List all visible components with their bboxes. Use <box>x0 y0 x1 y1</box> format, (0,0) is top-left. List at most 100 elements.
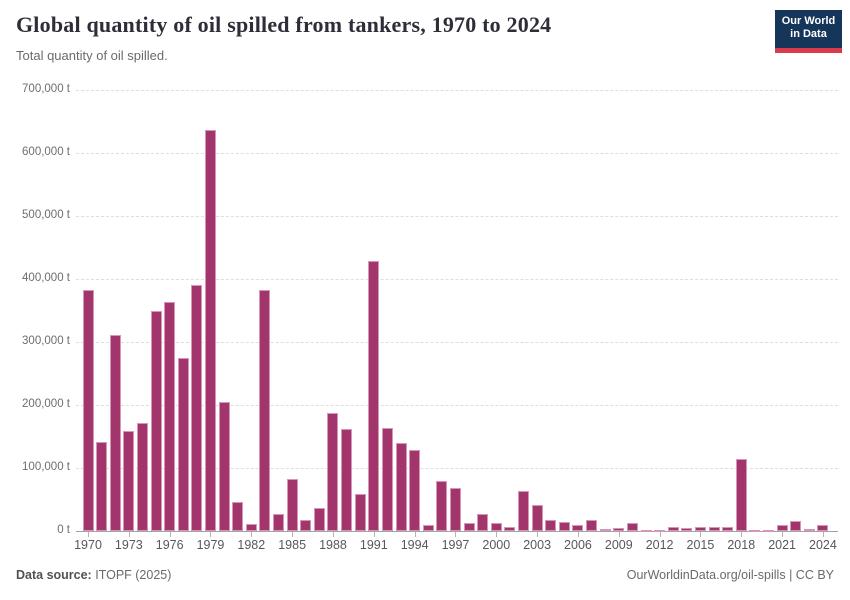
y-axis-label-200000: 200,000 t <box>22 398 70 410</box>
bar-1994[interactable] <box>409 450 421 531</box>
bar-1990[interactable] <box>354 493 366 531</box>
bar-1996[interactable] <box>436 481 448 531</box>
bar-2008[interactable] <box>599 529 611 532</box>
bar-1970[interactable] <box>82 289 94 531</box>
bar-1997[interactable] <box>449 487 461 531</box>
x-axis-label-1970: 1970 <box>74 538 102 552</box>
bar-1976[interactable] <box>164 302 176 531</box>
x-tick-2006 <box>577 532 579 537</box>
x-tick-1979 <box>210 532 212 537</box>
x-axis-label-1979: 1979 <box>196 538 225 552</box>
bar-1989[interactable] <box>341 428 353 531</box>
bar-1985[interactable] <box>286 478 298 531</box>
bar-2013[interactable] <box>667 527 679 531</box>
bar-1975[interactable] <box>150 310 162 531</box>
bar-2023[interactable] <box>803 529 815 532</box>
bar-2006[interactable] <box>572 524 584 531</box>
bar-1979[interactable] <box>204 130 216 531</box>
bar-1980[interactable] <box>218 401 230 531</box>
bar-1972[interactable] <box>109 335 121 531</box>
bar-2019[interactable] <box>749 530 761 533</box>
x-tick-1970 <box>88 532 89 537</box>
x-tick-1985 <box>292 532 294 537</box>
x-axis-label-2009: 2009 <box>604 538 633 552</box>
bar-1986[interactable] <box>300 519 312 531</box>
bar-1988[interactable] <box>327 413 339 531</box>
x-axis-label-1973: 1973 <box>114 538 143 552</box>
y-axis-label-0: 0 t <box>57 524 70 536</box>
gridline-300000 <box>76 342 838 343</box>
data-source-value: ITOPF (2025) <box>95 568 172 582</box>
bar-2014[interactable] <box>681 528 693 531</box>
x-tick-1994 <box>414 532 416 537</box>
y-axis-label-500000: 500,000 t <box>22 209 70 221</box>
owid-logo-text: Our World in Data <box>781 15 836 40</box>
bar-1978[interactable] <box>191 284 203 531</box>
bar-2022[interactable] <box>790 520 802 531</box>
bar-2024[interactable] <box>817 524 829 531</box>
bar-1991[interactable] <box>368 260 380 531</box>
attribution: OurWorldinData.org/oil-spills | CC BY <box>627 568 834 582</box>
bar-2003[interactable] <box>531 504 543 531</box>
x-axis-label-1991: 1991 <box>359 538 388 552</box>
chart-footer: Data source: ITOPF (2025) OurWorldinData… <box>0 566 850 590</box>
x-tick-1988 <box>332 532 334 537</box>
x-tick-2000 <box>496 532 498 537</box>
bar-2002[interactable] <box>518 490 530 531</box>
bar-1982[interactable] <box>245 524 257 531</box>
bar-2007[interactable] <box>586 520 598 531</box>
gridline-500000 <box>76 216 838 217</box>
x-tick-2018 <box>741 532 743 537</box>
bar-2015[interactable] <box>694 527 706 531</box>
bar-2010[interactable] <box>626 523 638 531</box>
bar-2020[interactable] <box>763 530 774 533</box>
gridline-600000 <box>76 153 838 154</box>
bar-2001[interactable] <box>504 526 516 531</box>
bar-2009[interactable] <box>613 527 625 531</box>
x-tick-1973 <box>128 532 130 537</box>
x-axis-label-2000: 2000 <box>482 538 511 552</box>
bar-2004[interactable] <box>545 520 557 531</box>
gridline-0 <box>76 531 838 532</box>
bar-1984[interactable] <box>273 513 285 531</box>
y-axis-label-300000: 300,000 t <box>22 335 70 347</box>
owid-url-link[interactable]: OurWorldinData.org/oil-spills <box>626 568 786 582</box>
bar-2011[interactable] <box>640 529 652 532</box>
x-axis-label-2015: 2015 <box>686 538 715 552</box>
x-axis-label-1994: 1994 <box>400 538 429 552</box>
bar-2018[interactable] <box>735 459 747 531</box>
gridline-200000 <box>76 405 838 406</box>
bar-1974[interactable] <box>136 422 148 531</box>
bar-1995[interactable] <box>422 524 434 531</box>
page-title: Global quantity of oil spilled from tank… <box>16 12 552 37</box>
y-axis-label-400000: 400,000 t <box>22 272 70 284</box>
bar-2005[interactable] <box>558 521 570 531</box>
bar-1993[interactable] <box>395 443 407 531</box>
x-tick-1991 <box>373 532 375 537</box>
owid-logo[interactable]: Our World in Data <box>775 10 842 53</box>
gridline-100000 <box>76 468 838 469</box>
bar-2000[interactable] <box>490 522 502 531</box>
bar-1983[interactable] <box>259 290 271 531</box>
bar-1977[interactable] <box>177 358 189 531</box>
data-source: Data source: ITOPF (2025) <box>16 568 171 582</box>
bar-1998[interactable] <box>463 523 475 531</box>
bar-1973[interactable] <box>123 431 135 531</box>
x-axis-label-2003: 2003 <box>523 538 552 552</box>
bar-1971[interactable] <box>96 441 108 531</box>
x-axis-label-2006: 2006 <box>564 538 592 552</box>
bar-2012[interactable] <box>654 530 666 533</box>
chart-subtitle: Total quantity of oil spilled. <box>16 48 168 63</box>
x-tick-2012 <box>659 532 661 537</box>
gridline-400000 <box>76 279 838 280</box>
bar-1981[interactable] <box>232 502 244 531</box>
bar-2016[interactable] <box>708 527 720 531</box>
bar-1987[interactable] <box>313 508 325 531</box>
bar-1999[interactable] <box>477 513 489 531</box>
bar-2021[interactable] <box>776 524 788 531</box>
bar-1992[interactable] <box>381 427 393 531</box>
x-axis-label-2021: 2021 <box>768 538 797 552</box>
x-tick-2024 <box>822 532 824 537</box>
bar-2017[interactable] <box>722 527 734 531</box>
